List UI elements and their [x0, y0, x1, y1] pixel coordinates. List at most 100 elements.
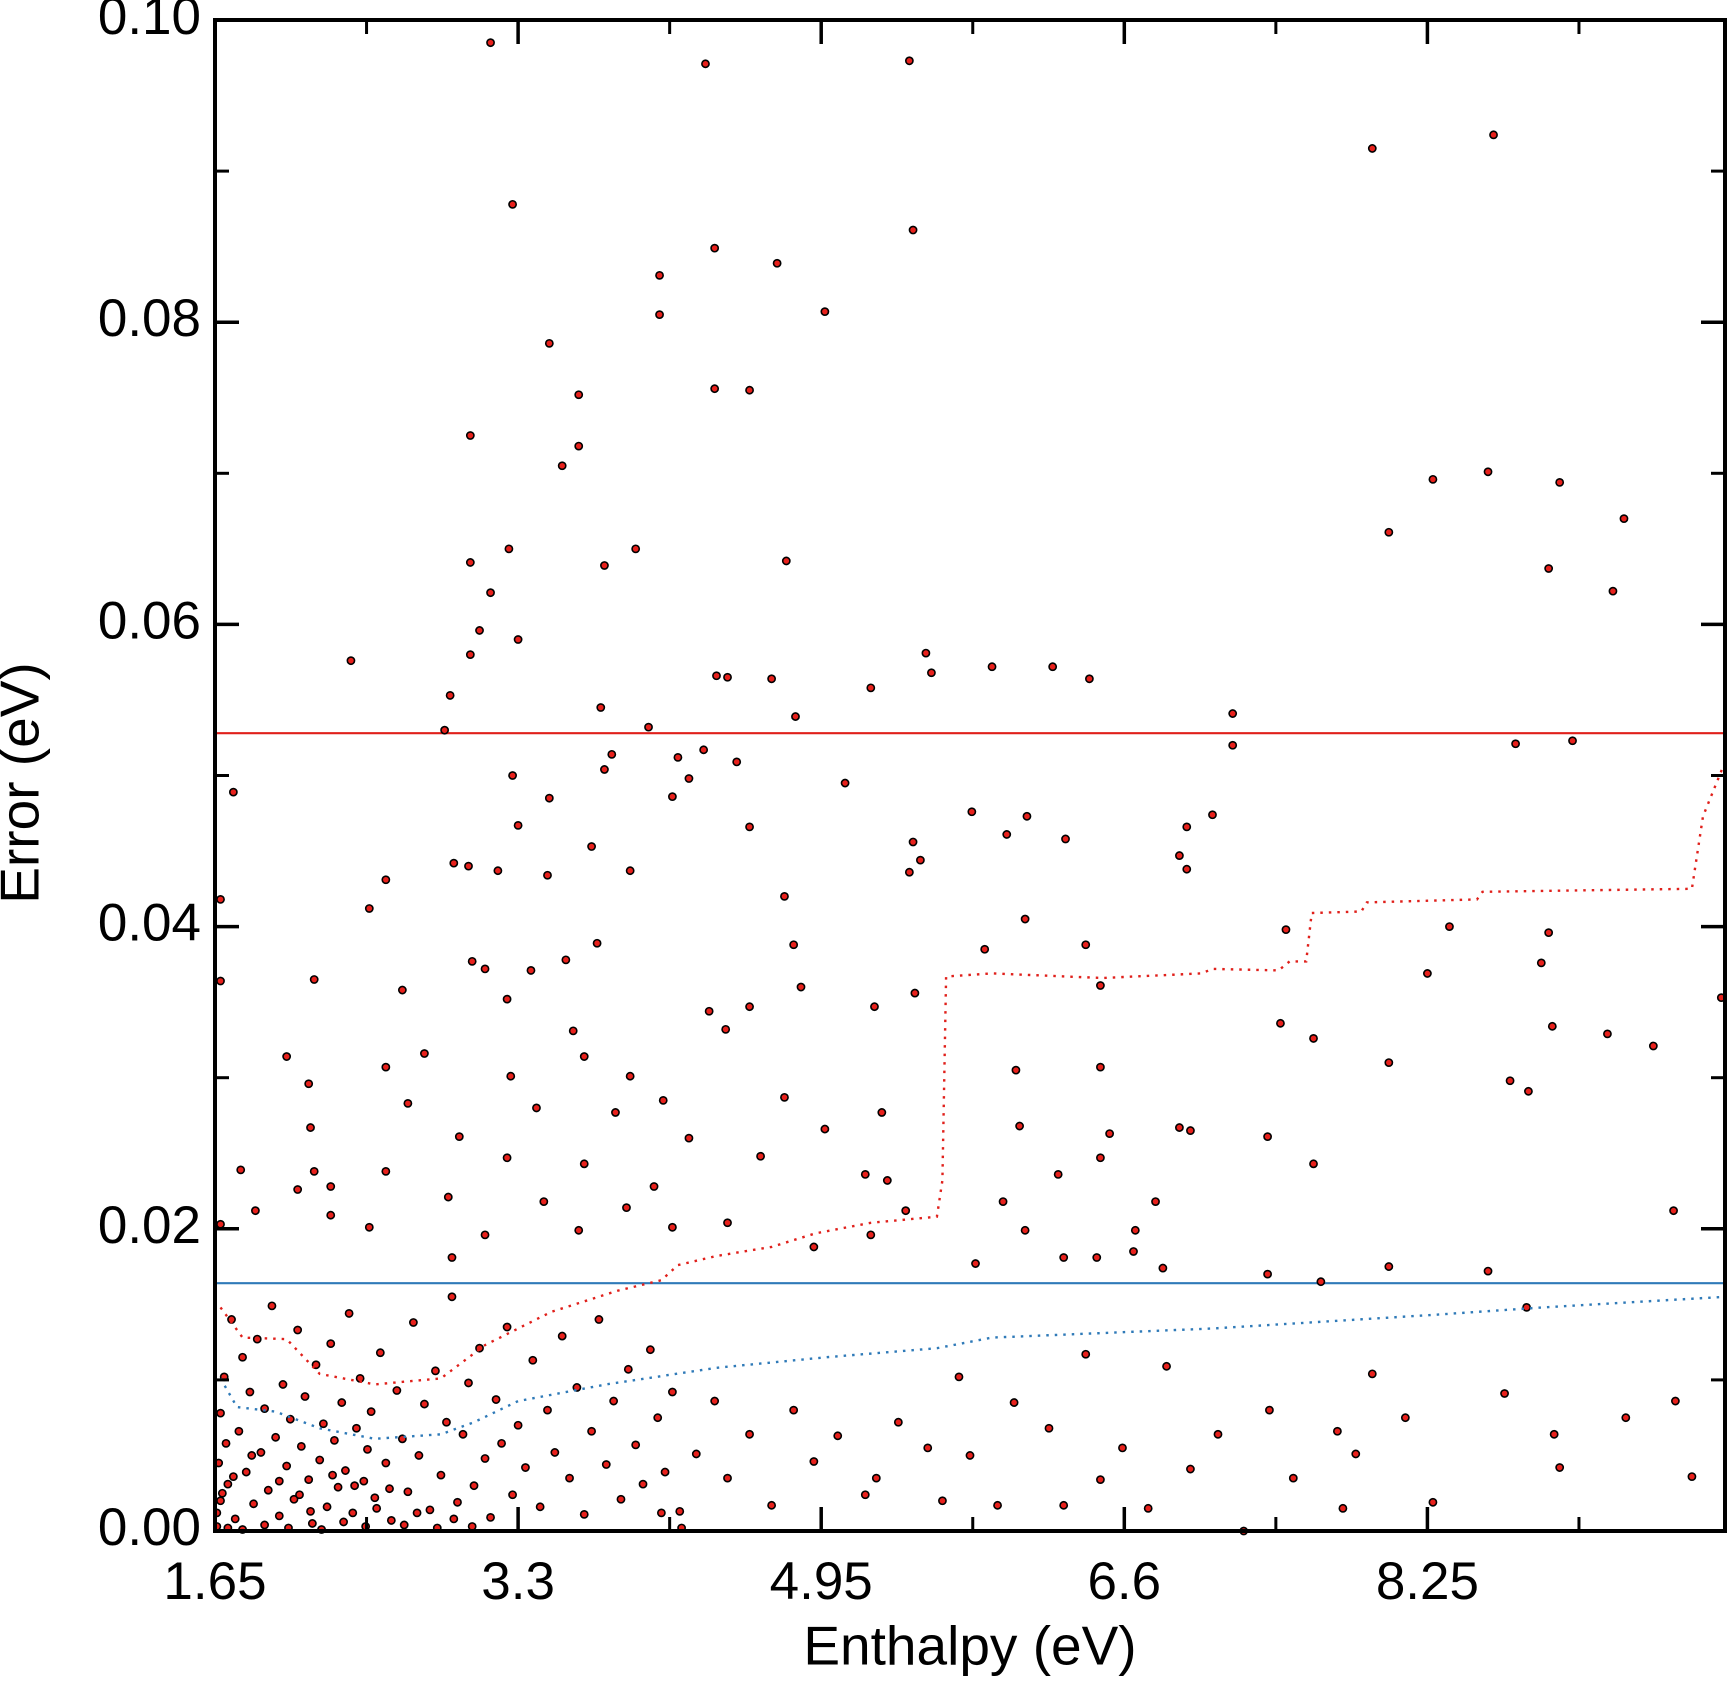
scatter-point: [796, 982, 806, 992]
scatter-point: [732, 757, 742, 767]
scatter-point: [791, 712, 800, 721]
scatter-point: [1182, 864, 1192, 874]
scatter-point: [1547, 1021, 1557, 1031]
scatter-point: [339, 1517, 348, 1527]
scatter-point: [381, 1166, 391, 1176]
scatter-point: [385, 1484, 394, 1494]
scatter-point: [870, 1002, 879, 1012]
y-tick-label: 0.00: [98, 1498, 201, 1557]
scatter-point: [486, 38, 495, 48]
scatter-point: [745, 385, 754, 395]
scatter-point: [467, 1522, 477, 1531]
scatter-point: [1081, 940, 1091, 950]
scatter-point: [579, 1509, 589, 1519]
scatter-point: [370, 1493, 380, 1503]
scatter-point: [980, 944, 990, 954]
scatter-point: [594, 1315, 604, 1324]
scatter-point: [238, 1352, 247, 1362]
scatter-point: [1687, 1472, 1697, 1482]
scatter-point: [300, 1392, 310, 1401]
scatter-point: [592, 938, 602, 948]
x-tick-label: 4.95: [770, 1552, 873, 1611]
scatter-point: [247, 1451, 257, 1460]
scatter-point: [216, 976, 225, 986]
scatter-point: [866, 683, 876, 693]
scatter-point: [781, 556, 791, 566]
scatter-point: [322, 1502, 332, 1512]
scatter-point: [557, 1331, 567, 1341]
scatter-point: [1158, 1263, 1168, 1273]
scatter-point: [486, 1513, 495, 1522]
scatter-point: [278, 1380, 288, 1389]
scatter-point: [1085, 674, 1094, 684]
scatter-point: [1228, 740, 1238, 750]
trend-line: [219, 761, 1725, 1386]
scatter-point: [655, 270, 664, 280]
scatter-point: [1059, 1253, 1069, 1262]
scatter-point: [616, 1494, 626, 1504]
scatter-point: [318, 1419, 328, 1429]
scatter-point: [574, 441, 584, 451]
scatter-point: [364, 904, 374, 913]
scatter-point: [442, 1417, 451, 1427]
x-tick-label: 1.65: [163, 1552, 266, 1611]
scatter-point: [1316, 1277, 1326, 1287]
scatter-point: [921, 648, 931, 658]
scatter-point: [230, 1514, 240, 1524]
scatter-point: [502, 1322, 512, 1332]
scatter-point: [607, 749, 617, 759]
scatter-point: [638, 1479, 648, 1489]
scatter-point: [420, 1049, 429, 1058]
scatter-point: [701, 59, 710, 69]
scatter-point: [328, 1470, 337, 1480]
scatter-point: [386, 1516, 396, 1525]
scatter-point: [721, 1024, 731, 1034]
scatter-point: [675, 1506, 685, 1516]
y-axis-title: Error (eV): [0, 662, 51, 903]
scatter-point: [1619, 514, 1629, 524]
scatter-point: [381, 875, 391, 885]
scatter-point: [910, 988, 920, 998]
scatter-point: [927, 668, 936, 678]
scatter-point: [445, 691, 455, 700]
scatter-point: [502, 994, 512, 1004]
scatter-point: [1500, 1389, 1509, 1398]
scatter-point: [420, 1399, 429, 1409]
scatter-point: [574, 1225, 584, 1235]
scatter-point: [938, 1496, 947, 1506]
scatter-point: [644, 722, 653, 732]
scatter-point: [809, 1457, 819, 1466]
scatter-point: [465, 558, 475, 567]
scatter-point: [860, 1490, 870, 1500]
scatter-point: [306, 1506, 315, 1516]
scatter-point: [668, 1222, 677, 1232]
scatter-point: [1669, 1206, 1678, 1216]
scatter-point: [234, 1426, 244, 1436]
scatter-point: [579, 1159, 589, 1169]
scatter-point: [1384, 527, 1394, 537]
scatter-point: [315, 1455, 325, 1465]
scatter-point: [574, 390, 584, 400]
scatter-point: [660, 1467, 670, 1477]
scatter-point: [699, 745, 709, 755]
scatter-point: [1309, 1034, 1318, 1043]
scatter-point: [820, 1124, 830, 1134]
scatter-point: [1009, 1398, 1019, 1407]
scatter-point: [1096, 981, 1105, 990]
scatter-point: [655, 310, 664, 320]
scatter-point: [877, 1108, 887, 1117]
scatter-point: [309, 1166, 319, 1176]
scatter-point: [1608, 586, 1618, 596]
scatter-point: [658, 1095, 668, 1105]
scatter-point: [366, 1407, 376, 1417]
scatter-point: [440, 725, 450, 735]
scatter-point: [712, 671, 721, 681]
scatter-point: [625, 866, 635, 876]
scatter-point: [1048, 662, 1058, 672]
scatter-point: [1096, 1475, 1105, 1485]
scatter-point: [1288, 1473, 1298, 1483]
scatter-point: [1175, 1123, 1184, 1132]
scatter-point: [745, 1429, 754, 1439]
scatter-point: [561, 955, 571, 965]
